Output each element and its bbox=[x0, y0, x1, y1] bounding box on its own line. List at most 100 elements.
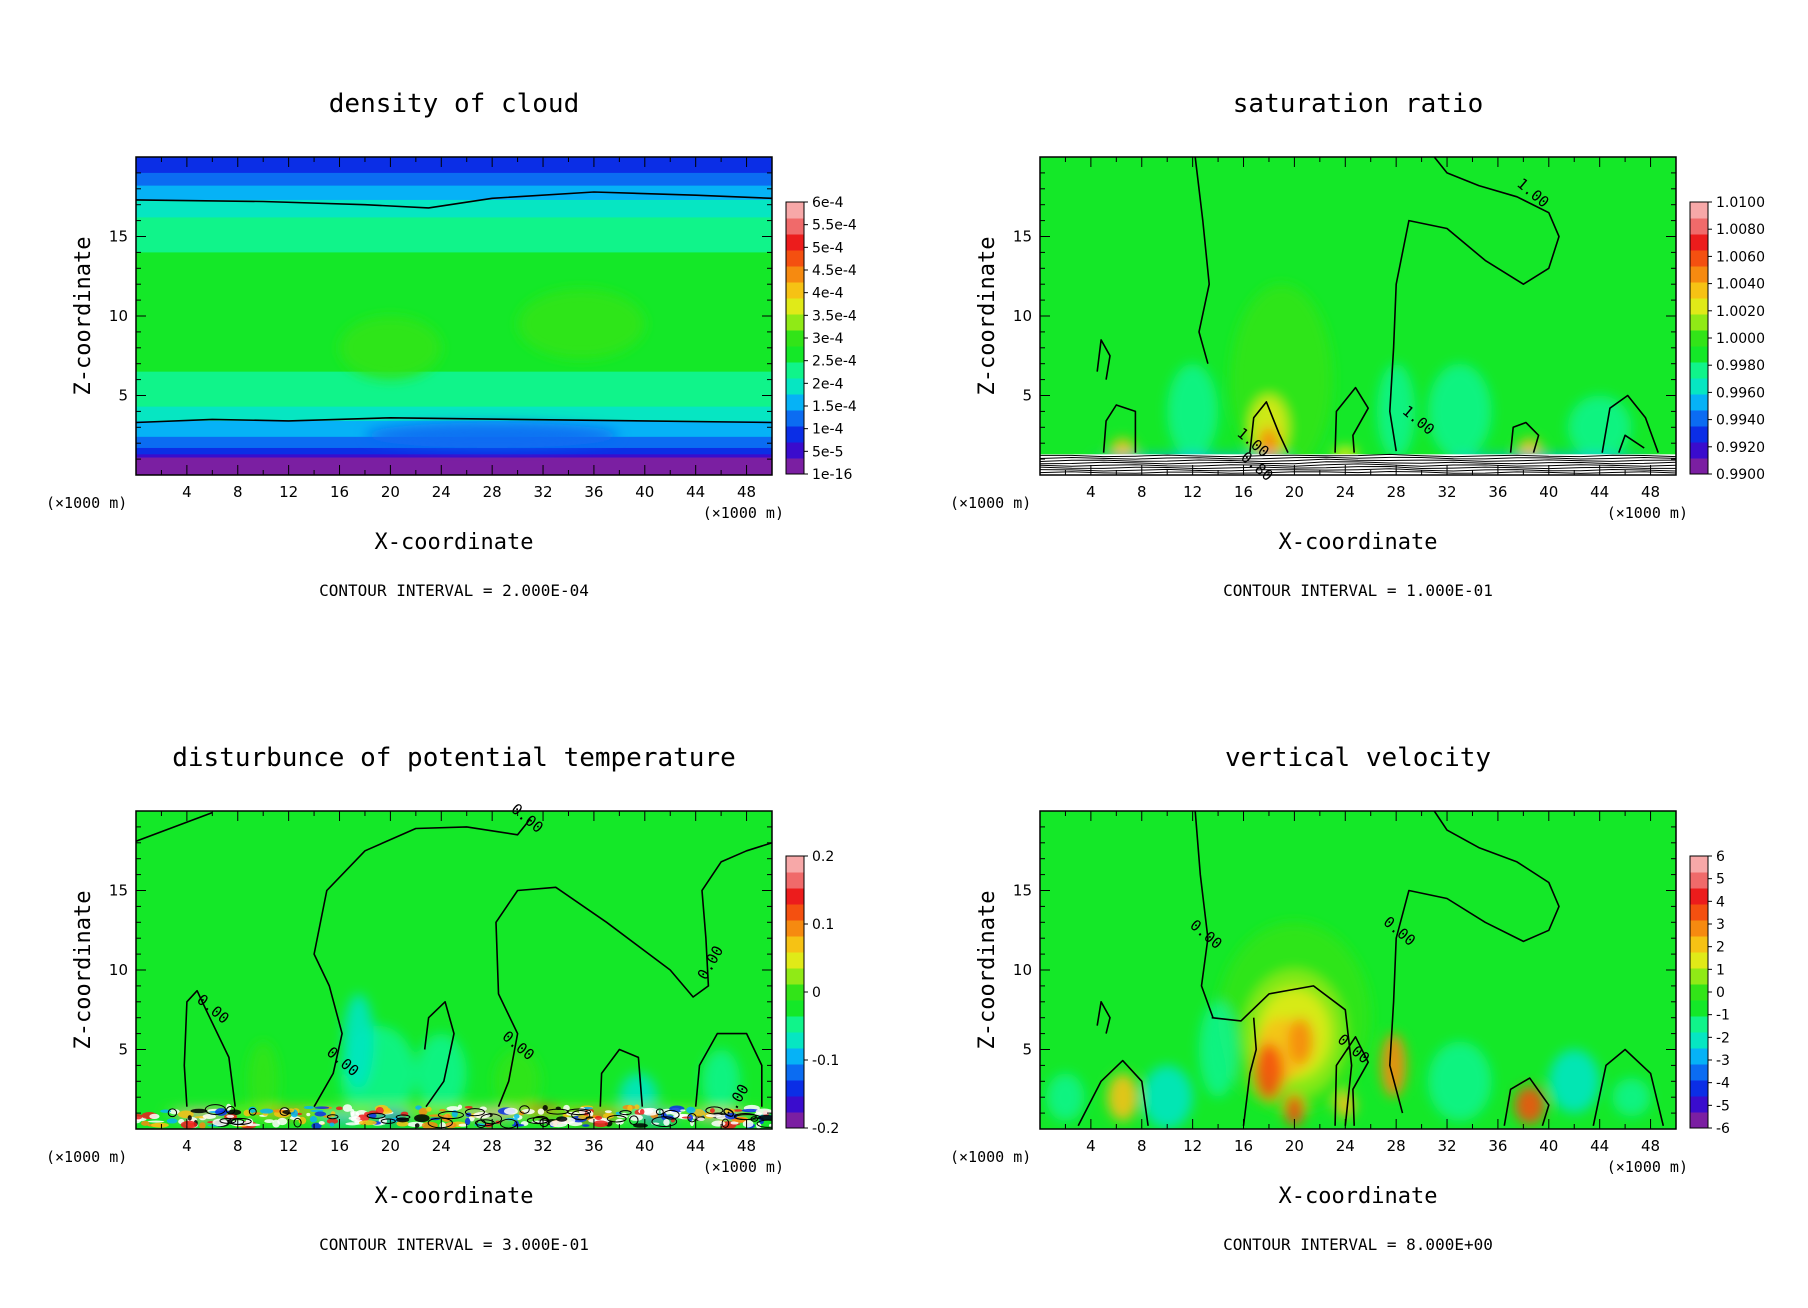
x-tick-label: 16 bbox=[330, 483, 349, 501]
colorbar-swatch bbox=[1690, 362, 1708, 379]
y-axis-label: Z-coordinate bbox=[975, 891, 1000, 1050]
colorbar-swatch bbox=[786, 234, 804, 251]
y-axis-label: Z-coordinate bbox=[71, 237, 96, 396]
y-axis-label: Z-coordinate bbox=[975, 237, 1000, 396]
colorbar-swatch bbox=[1690, 872, 1708, 889]
x-tick-label: 16 bbox=[1234, 1137, 1253, 1155]
x-tick-label: 32 bbox=[1437, 1137, 1456, 1155]
colorbar-label: 4 bbox=[1716, 894, 1725, 910]
colorbar-label: 4.5e-4 bbox=[812, 263, 857, 279]
colorbar-swatch bbox=[786, 346, 804, 363]
field-cell bbox=[1427, 363, 1492, 460]
colorbar-swatch bbox=[1690, 234, 1708, 251]
colorbar-swatch bbox=[786, 968, 804, 985]
contour-line bbox=[1249, 401, 1289, 454]
colorbar-label: 6e-4 bbox=[812, 195, 844, 211]
field-cell bbox=[517, 288, 645, 359]
colorbar-swatch bbox=[1690, 314, 1708, 331]
contour-interval-note: CONTOUR INTERVAL = 3.000E-01 bbox=[319, 1235, 589, 1254]
colorbar-label: 1.0040 bbox=[1716, 277, 1765, 293]
colorbar-label: 5e-5 bbox=[812, 444, 843, 460]
contour-line bbox=[136, 811, 213, 842]
field-cell bbox=[1427, 1041, 1492, 1122]
x-unit-left: (×1000 m) bbox=[46, 494, 127, 512]
colorbar-swatch bbox=[786, 394, 804, 411]
x-tick-label: 32 bbox=[533, 483, 552, 501]
x-tick-label: 12 bbox=[279, 1137, 298, 1155]
colorbar-swatch bbox=[786, 426, 804, 443]
contour-line bbox=[313, 818, 531, 1108]
x-tick-label: 28 bbox=[1387, 1137, 1406, 1155]
colorbar-swatch bbox=[1690, 1112, 1708, 1129]
x-axis-label: X-coordinate bbox=[375, 530, 534, 555]
field-cell bbox=[1199, 1001, 1238, 1098]
plot-area bbox=[1040, 811, 1676, 1129]
contour-line bbox=[1040, 470, 1676, 474]
field-cell bbox=[1514, 1086, 1545, 1125]
field-cell bbox=[1284, 1094, 1305, 1126]
colorbar-swatch bbox=[1690, 1096, 1708, 1113]
x-tick-label: 12 bbox=[279, 483, 298, 501]
colorbar-swatch bbox=[786, 1000, 804, 1017]
field-cell bbox=[1107, 1073, 1138, 1122]
x-axis-label: X-coordinate bbox=[375, 1184, 534, 1209]
contour-line bbox=[1334, 1036, 1369, 1126]
plot-area bbox=[1040, 157, 1676, 475]
colorbar-label: 6 bbox=[1716, 849, 1725, 865]
contour-line bbox=[1509, 421, 1540, 453]
colorbar-swatch bbox=[786, 888, 804, 905]
y-tick-label: 5 bbox=[118, 1041, 128, 1059]
colorbar-label: -2 bbox=[1716, 1030, 1730, 1046]
x-tick-label: 24 bbox=[1336, 483, 1355, 501]
x-tick-label: 40 bbox=[635, 483, 654, 501]
y-tick-label: 5 bbox=[1022, 387, 1032, 405]
colorbar-swatch bbox=[786, 1032, 804, 1049]
x-unit-left: (×1000 m) bbox=[950, 494, 1031, 512]
colorbar-swatch bbox=[786, 330, 804, 347]
x-tick-label: 40 bbox=[635, 1137, 654, 1155]
x-tick-label: 24 bbox=[432, 483, 451, 501]
colorbar-swatch bbox=[786, 1048, 804, 1065]
colorbar-swatch bbox=[786, 904, 804, 921]
colorbar-swatch bbox=[1690, 856, 1708, 873]
colorbar-swatch bbox=[1690, 1048, 1708, 1065]
contour-line bbox=[1040, 468, 1676, 472]
field-cell bbox=[364, 422, 620, 448]
colorbar-label: 1.0060 bbox=[1716, 249, 1765, 265]
colorbar-swatch bbox=[786, 856, 804, 873]
x-axis-label: X-coordinate bbox=[1279, 530, 1438, 555]
colorbar-label: 1 bbox=[1716, 962, 1725, 978]
colorbar-swatch bbox=[786, 952, 804, 969]
colorbar-swatch bbox=[1690, 984, 1708, 1001]
colorbar-swatch bbox=[786, 1080, 804, 1097]
colorbar-swatch bbox=[786, 1112, 804, 1129]
colorbar-swatch bbox=[1690, 968, 1708, 985]
field-cell bbox=[494, 1049, 541, 1114]
x-tick-label: 8 bbox=[1137, 1137, 1147, 1155]
colorbar-swatch bbox=[786, 872, 804, 889]
contour-line bbox=[1389, 811, 1560, 1114]
colorbar-label: 2.5e-4 bbox=[812, 354, 857, 370]
field-cell bbox=[339, 316, 442, 380]
potential-temperature-chart: disturbunce of potential temperature0.00… bbox=[46, 743, 839, 1254]
colorbar-swatch bbox=[786, 202, 804, 219]
x-unit-left: (×1000 m) bbox=[950, 1148, 1031, 1166]
colorbar-swatch bbox=[786, 282, 804, 299]
colorbar-label: 5.5e-4 bbox=[812, 218, 857, 234]
potential-temperature-panel: disturbunce of potential temperature 0.00… bbox=[0, 654, 904, 1308]
colorbar-swatch bbox=[1690, 346, 1708, 363]
field-cell bbox=[702, 1049, 741, 1114]
x-unit-right: (×1000 m) bbox=[703, 504, 784, 522]
colorbar-label: -5 bbox=[1716, 1098, 1730, 1114]
contour-line bbox=[495, 842, 772, 1107]
colorbar-label: 5 bbox=[1716, 872, 1725, 888]
y-tick-label: 5 bbox=[118, 387, 128, 405]
colorbar-swatch bbox=[1690, 394, 1708, 411]
contour-line bbox=[1040, 456, 1676, 460]
y-tick-label: 10 bbox=[109, 307, 128, 325]
x-tick-label: 36 bbox=[1488, 483, 1507, 501]
chart-title: saturation ratio bbox=[1233, 89, 1483, 119]
x-tick-label: 16 bbox=[330, 1137, 349, 1155]
colorbar-label: 1.0100 bbox=[1716, 195, 1765, 211]
